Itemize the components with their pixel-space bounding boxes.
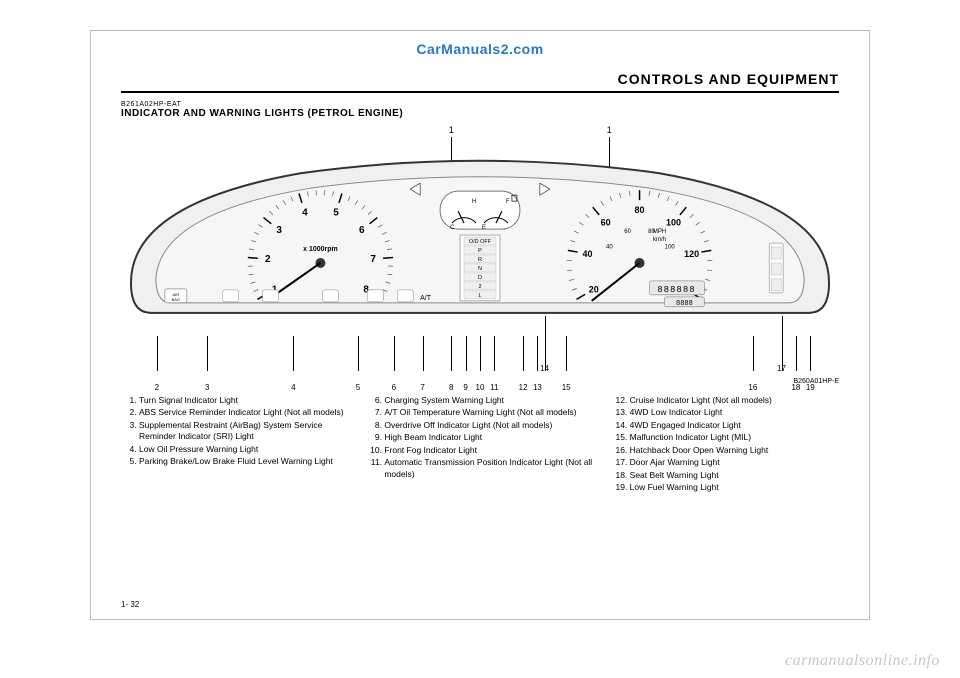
callout-bottom-num: 12 (519, 383, 528, 392)
legend-item: A/T Oil Temperature Warning Light (Not a… (384, 407, 593, 418)
svg-text:6: 6 (359, 225, 365, 236)
callout-bottom-num: 7 (420, 383, 424, 392)
legend-col-3: Cruise Indicator Light (Not all models)4… (612, 395, 839, 495)
svg-text:40: 40 (583, 249, 593, 259)
svg-text:20: 20 (589, 284, 599, 294)
legend-item: 4WD Engaged Indicator Light (630, 420, 839, 431)
callout-bottom-num: 9 (463, 383, 467, 392)
svg-text:4: 4 (302, 207, 308, 218)
svg-text:P: P (478, 248, 482, 254)
figure-code: B260A01HP-E (793, 378, 839, 385)
svg-text:BAG: BAG (172, 297, 180, 302)
callout-bottom-num: 15 (562, 383, 571, 392)
legend-item: 4WD Low Indicator Light (630, 407, 839, 418)
legend-item: High Beam Indicator Light (384, 432, 593, 443)
instrument-cluster-svg: 12345678x 1000rpm20406080100120140406080… (121, 143, 839, 363)
page-number: 1- 32 (121, 600, 139, 609)
watermark-bottom: carmanualsonline.info (785, 652, 940, 670)
svg-text:100: 100 (665, 245, 676, 251)
manual-page: CarManuals2.com CONTROLS AND EQUIPMENT B… (90, 30, 870, 620)
legend-item: Overdrive Off Indicator Light (Not all m… (384, 420, 593, 431)
watermark-top: CarManuals2.com (416, 41, 543, 57)
svg-text:60: 60 (601, 217, 611, 227)
svg-text:5: 5 (333, 207, 339, 218)
legend-item: Turn Signal Indicator Light (139, 395, 348, 406)
legend-col-2: Charging System Warning LightA/T Oil Tem… (366, 395, 593, 495)
legend-item: Front Fog Indicator Light (384, 445, 593, 456)
callout-top-num: 1 (607, 125, 612, 135)
svg-text:D: D (478, 275, 482, 281)
svg-text:120: 120 (684, 249, 699, 259)
callout-bottom-num: 10 (476, 383, 485, 392)
svg-text:7: 7 (370, 254, 376, 265)
callout-top-num: 1 (449, 125, 454, 135)
legend-col-1: Turn Signal Indicator LightABS Service R… (121, 395, 348, 495)
callout-bottom-num: 5 (356, 383, 360, 392)
legend-item: Supplemental Restraint (AirBag) System S… (139, 420, 348, 443)
callout-bottom-num: 8 (449, 383, 453, 392)
legend-item: Low Fuel Warning Light (630, 482, 839, 493)
svg-text:H: H (472, 199, 476, 205)
svg-text:F: F (506, 199, 510, 205)
svg-text:8888: 8888 (676, 300, 693, 308)
callout-bottom-num: 6 (392, 383, 396, 392)
svg-text:60: 60 (624, 229, 631, 235)
callout-bottom-num: 2 (155, 383, 159, 392)
svg-text:40: 40 (606, 245, 613, 251)
section-title: CONTROLS AND EQUIPMENT (121, 71, 839, 93)
svg-text:C: C (450, 225, 455, 231)
svg-text:2: 2 (265, 254, 271, 265)
svg-text:R: R (478, 257, 482, 263)
instrument-cluster-figure: 11 12345678x 1000rpm20406080100120140406… (121, 125, 839, 385)
svg-text:MPH: MPH (653, 229, 666, 235)
svg-text:N: N (478, 266, 482, 272)
doc-code: B261A02HP-EAT (121, 101, 839, 108)
legend-item: Door Ajar Warning Light (630, 457, 839, 468)
callout-bottom-num: 3 (205, 383, 209, 392)
svg-text:888888: 888888 (657, 285, 695, 295)
svg-text:L: L (478, 293, 481, 299)
legend-item: Automatic Transmission Position Indicato… (384, 457, 593, 480)
legend-item: Cruise Indicator Light (Not all models) (630, 395, 839, 406)
callout-bottom-num: 17 (777, 364, 786, 373)
legend-item: ABS Service Reminder Indicator Light (No… (139, 407, 348, 418)
svg-text:100: 100 (666, 217, 681, 227)
page-subtitle: INDICATOR AND WARNING LIGHTS (PETROL ENG… (121, 108, 839, 119)
svg-text:80: 80 (635, 205, 645, 215)
legend-item: Seat Belt Warning Light (630, 470, 839, 481)
callout-bottom-num: 11 (490, 383, 498, 392)
svg-text:km/h: km/h (653, 237, 666, 243)
svg-text:A/T: A/T (420, 295, 432, 302)
legend-item: Low Oil Pressure Warning Light (139, 444, 348, 455)
svg-text:2: 2 (478, 284, 481, 290)
legend-columns: Turn Signal Indicator LightABS Service R… (121, 395, 839, 495)
svg-text:3: 3 (276, 225, 282, 236)
legend-item: Hatchback Door Open Warning Light (630, 445, 839, 456)
legend-item: Malfunction Indicator Light (MIL) (630, 432, 839, 443)
callout-bottom-num: 4 (291, 383, 295, 392)
svg-text:x 1000rpm: x 1000rpm (303, 246, 337, 253)
callout-bottom-num: 14 (540, 364, 549, 373)
callout-bottom-num: 13 (533, 383, 542, 392)
svg-text:O/D OFF: O/D OFF (469, 239, 492, 245)
svg-text:E: E (482, 225, 486, 231)
legend-item: Parking Brake/Low Brake Fluid Level Warn… (139, 456, 348, 467)
legend-item: Charging System Warning Light (384, 395, 593, 406)
callout-bottom-num: 16 (748, 383, 757, 392)
